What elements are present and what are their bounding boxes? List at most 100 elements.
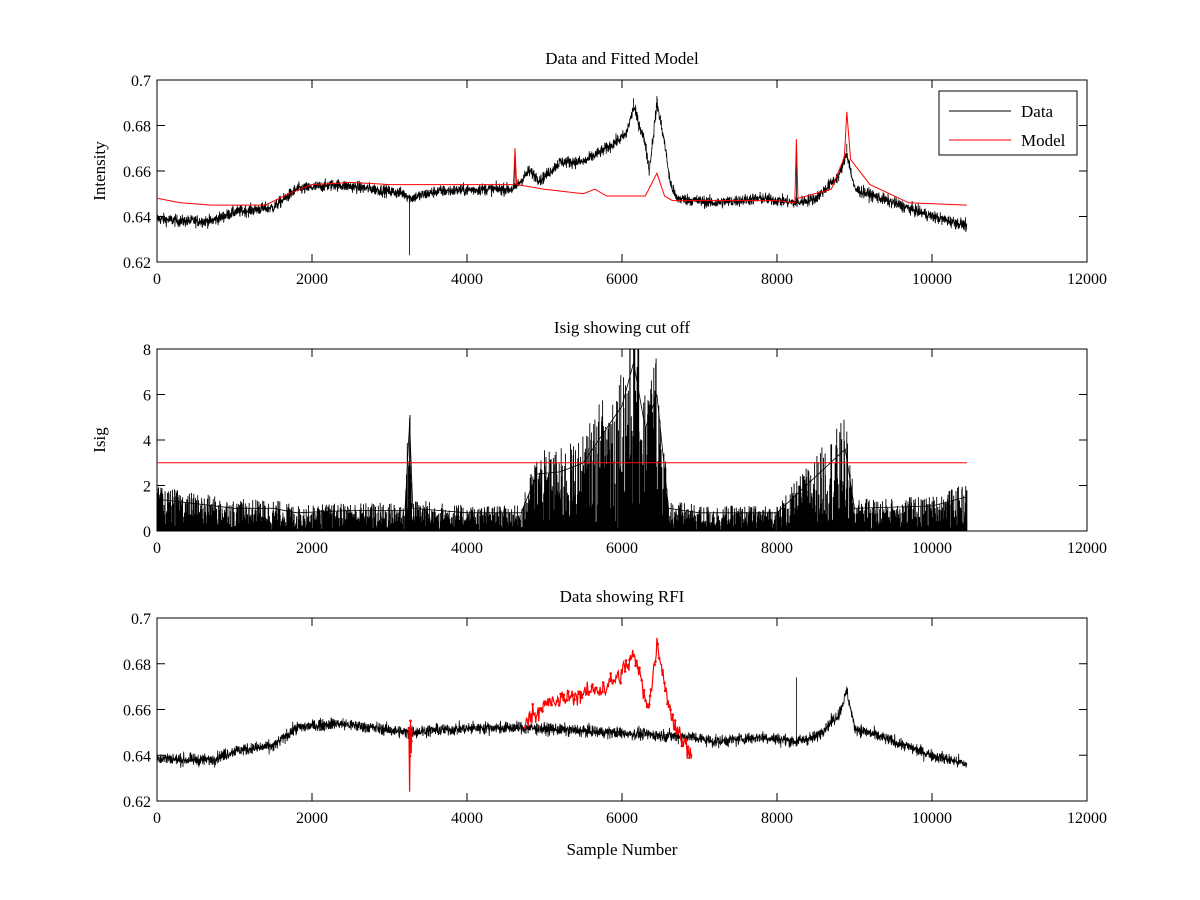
legend-label: Model [1021,131,1066,150]
rfi-point [642,689,646,692]
x-tick-label: 8000 [761,810,793,827]
rfi-point [595,686,598,690]
x-tick-label: 6000 [606,271,638,288]
rfi-point [589,690,592,694]
x-tick-label: 6000 [606,810,638,827]
chart-title: Data showing RFI [560,587,685,606]
y-tick-label: 0.66 [123,164,151,181]
rfi-point [586,690,590,694]
series-model [157,111,967,206]
rfi-point [580,696,584,699]
rfi-point [640,679,644,682]
rfi-point [573,698,576,701]
rfi-point [529,713,533,716]
x-tick-label: 8000 [761,271,793,288]
rfi-point [634,664,637,667]
y-tick-label: 6 [143,388,151,405]
rfi-point [409,719,412,723]
rfi-point [623,670,627,673]
rfi-point [644,699,647,702]
y-axis-label: Intensity [90,141,109,201]
rfi-point [550,703,553,707]
subplot-2: Isig showing cut off 0 2000 4000 6000 8000 100… [90,318,1107,557]
rfi-point [541,710,544,713]
rfi-point [653,663,656,666]
y-tick-label: 0.7 [131,73,151,90]
x-tick-label: 2000 [296,540,328,557]
rfi-point [557,704,561,707]
rfi-point [663,681,666,685]
y-tick-label: 0.68 [123,119,151,136]
rfi-point [673,719,677,722]
rfi-point [663,689,667,692]
rfi-point [657,656,661,660]
chart-title: Data and Fitted Model [545,49,699,68]
rfi-point [562,693,566,697]
y-tick-label: 0.68 [123,657,151,674]
y-tick-label: 2 [143,479,151,496]
rfi-point [686,745,690,748]
rfi-point [667,705,671,709]
y-tick-label: 0.7 [131,611,151,628]
rfi-point [666,702,669,706]
rfi-point [610,679,613,682]
rfi-point [532,713,536,716]
legend: Data Model [938,90,1078,156]
series-data [157,677,968,769]
rfi-point [567,690,570,693]
axes-box [156,617,1088,802]
rfi-point [591,683,594,686]
rfi-point [523,726,527,729]
rfi-point [685,738,688,742]
y-tick-label: 0.62 [123,794,151,811]
y-tick-label: 4 [143,433,151,450]
rfi-point [555,700,559,703]
rfi-point [649,688,653,691]
rfi-point [601,690,604,694]
rfi-point [688,756,691,760]
series-rfi-segment [408,720,413,792]
rfi-point [407,726,411,730]
x-tick-label: 12000 [1067,271,1107,288]
rfi-point [612,679,615,682]
rfi-point [674,728,678,731]
legend-label: Data [1021,102,1054,121]
y-tick-label: 0 [143,524,151,541]
rfi-point [571,693,575,697]
rfi-point [565,699,569,702]
y-tick-label: 0.62 [123,255,151,272]
legend-box [938,90,1078,156]
rfi-point [624,659,628,662]
rfi-point [545,702,549,706]
rfi-point [648,694,652,698]
rfi-point [539,707,543,710]
x-tick-label: 0 [153,810,161,827]
rfi-point [578,690,581,694]
x-tick-label: 4000 [451,271,483,288]
rfi-point [638,666,641,670]
rfi-point [628,658,631,661]
rfi-point [587,693,590,696]
x-tick-label: 8000 [761,540,793,557]
x-tick-label: 0 [153,271,161,288]
rfi-point [531,703,534,706]
rfi-point [410,730,414,733]
rfi-point [670,718,674,721]
rfi-point [592,688,596,692]
plot-area [157,95,968,256]
rfi-point [647,705,650,709]
y-tick-label: 0.64 [123,748,151,765]
x-tick-label: 10000 [912,540,952,557]
rfi-point [656,642,659,646]
rfi-point [635,659,638,663]
rfi-point [654,660,657,664]
y-tick-label: 0.66 [123,703,151,720]
y-tick-label: 8 [143,342,151,359]
rfi-point [408,754,412,758]
rfi-point [675,732,678,735]
rfi-point [609,672,612,675]
x-tick-label: 4000 [451,540,483,557]
x-tick-label: 4000 [451,810,483,827]
plot-area [157,349,968,531]
